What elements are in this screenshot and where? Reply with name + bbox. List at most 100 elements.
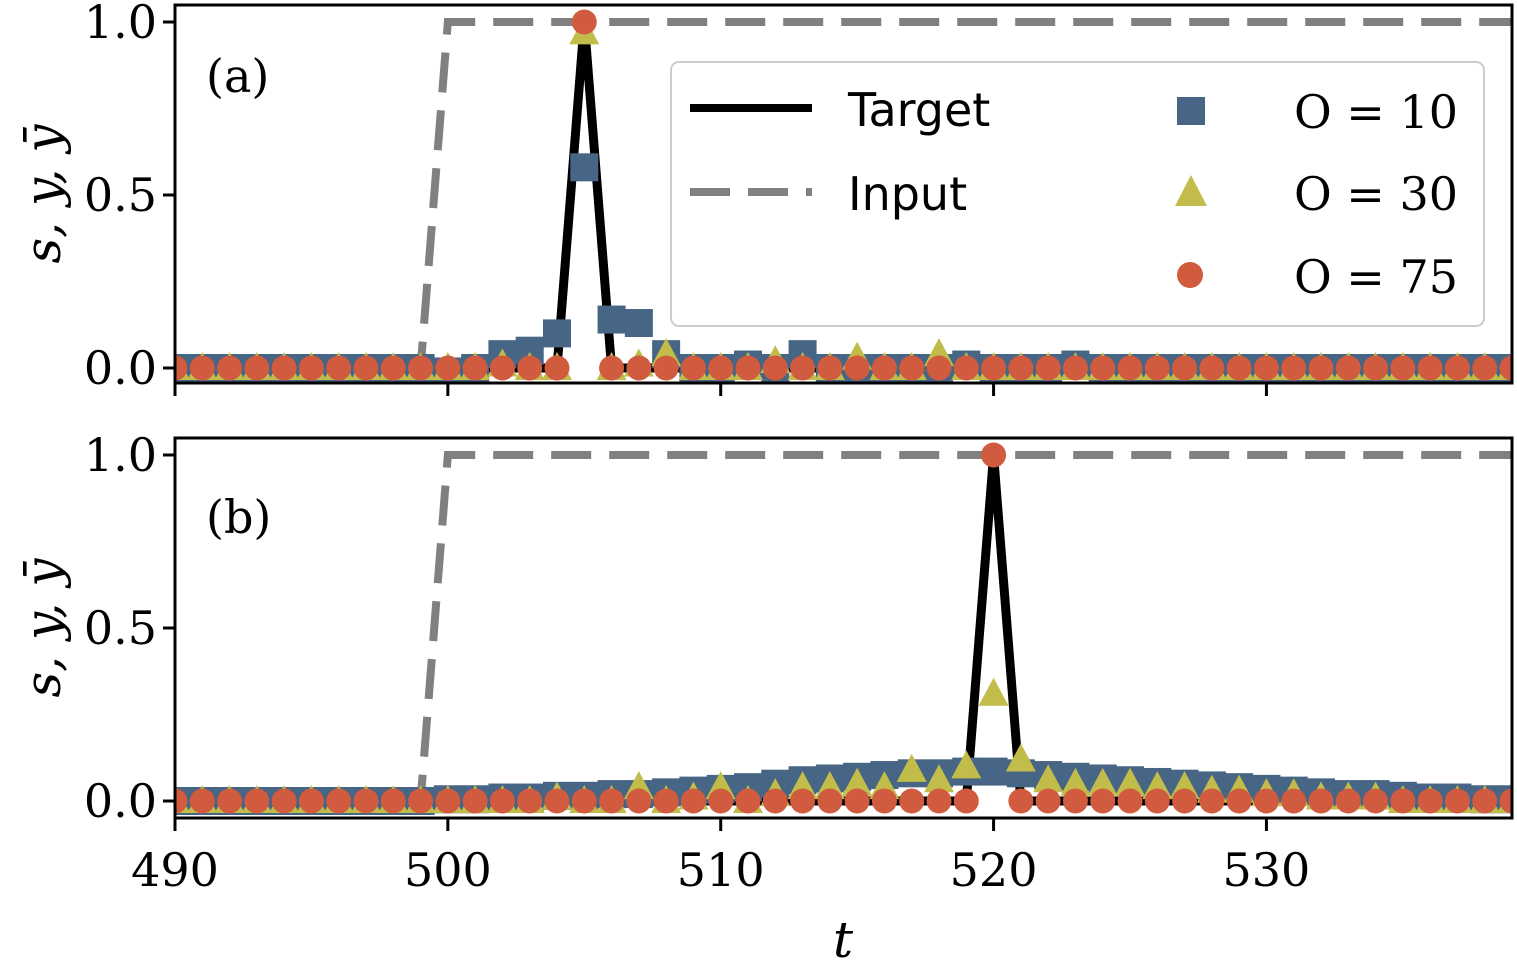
- o75-circle-marker: [462, 355, 488, 381]
- o30-triangle-marker: [978, 677, 1009, 706]
- o75-circle-marker: [735, 355, 761, 381]
- o75-circle-marker: [680, 355, 706, 381]
- o75-circle-marker: [1281, 788, 1307, 814]
- o75-circle-marker: [1199, 355, 1225, 381]
- o75-circle-marker: [953, 355, 979, 381]
- panel-b-frame: [173, 436, 1514, 820]
- o75-circle-marker: [762, 788, 788, 814]
- o30-triangle-marker: [924, 764, 954, 793]
- o10-square-marker: [624, 309, 653, 338]
- panel-b: 0.0 0.5 1.0 490 500 510 520 530 (b) s, y, ȳ t: [14, 428, 1514, 965]
- o75-circle-marker: [1117, 788, 1143, 814]
- series-group: [175, 9, 1512, 383]
- o75-circle-marker: [462, 788, 488, 814]
- o75-circle-marker: [1226, 355, 1252, 381]
- legend-o75-marker: [1177, 262, 1203, 288]
- o75-circle-marker: [489, 788, 515, 814]
- x-tick-label: 510: [677, 843, 765, 897]
- o10-square-marker: [543, 319, 571, 348]
- panel-b-y-axis-title: s, y, ȳ: [14, 558, 72, 698]
- o75-circle-marker: [175, 788, 188, 814]
- panel-a-x-ticks: [173, 383, 1268, 396]
- o75-circle-marker: [1199, 788, 1225, 814]
- y-tick-label: 1.0: [84, 428, 157, 482]
- o30-triangle-marker: [1060, 767, 1091, 796]
- o75-circle-marker: [626, 788, 652, 814]
- o30-triangle-marker: [842, 767, 873, 796]
- o75-circle-marker: [1090, 355, 1116, 381]
- legend-o10-label: O = 10: [1294, 85, 1458, 139]
- o75-circle-marker: [489, 355, 515, 381]
- o75-circle-marker: [1390, 788, 1416, 814]
- o75-circle-marker: [599, 355, 625, 381]
- o75-circle-marker: [1390, 355, 1416, 381]
- o75-circle-marker: [1363, 355, 1389, 381]
- o75-circle-marker: [189, 788, 215, 814]
- legend: Target Input O = 10 O = 30 O = 75: [670, 61, 1485, 327]
- o75-circle-marker: [571, 9, 597, 35]
- series-group: [175, 442, 1512, 815]
- o75-circle-marker: [189, 355, 215, 381]
- o75-circle-marker: [1144, 788, 1170, 814]
- o10-square-marker: [979, 757, 1008, 786]
- panel-a: 0.0 0.5 1.0 (a) s, y, ȳ Target Input O = 1…: [14, 0, 1514, 396]
- o75-circle-marker: [1308, 355, 1334, 381]
- o75-circle-marker: [844, 355, 870, 381]
- x-tick-label: 530: [1223, 843, 1311, 897]
- panel-b-plot-area: [175, 442, 1512, 815]
- o75-circle-marker: [1144, 355, 1170, 381]
- o75-circle-marker: [1062, 355, 1088, 381]
- o75-circle-marker: [1117, 355, 1143, 381]
- panel-a-y-ticks: 0.0 0.5 1.0: [84, 0, 175, 395]
- o75-circle-marker: [817, 788, 843, 814]
- o75-circle-marker: [817, 355, 843, 381]
- o75-circle-marker: [1172, 355, 1198, 381]
- o75-circle-marker: [298, 788, 324, 814]
- o75-circle-marker: [271, 355, 297, 381]
- o75-circle-marker: [1335, 788, 1361, 814]
- panel-a-label: (a): [206, 49, 269, 103]
- o75-circle-marker: [790, 355, 816, 381]
- o75-circle-marker: [1499, 355, 1512, 381]
- o75-circle-marker: [408, 355, 434, 381]
- o75-circle-marker: [708, 355, 734, 381]
- o75-circle-marker: [435, 355, 461, 381]
- o75-circle-marker: [1172, 788, 1198, 814]
- target-line: [175, 454, 1512, 806]
- o75-circle-marker: [1335, 355, 1361, 381]
- o75-circle-marker: [544, 355, 570, 381]
- o75-circle-marker: [899, 788, 925, 814]
- o75-circle-marker: [1363, 788, 1389, 814]
- panel-a-y-axis-title: s, y, ȳ: [14, 124, 72, 264]
- o75-circle-marker: [626, 355, 652, 381]
- o75-circle-marker: [953, 788, 979, 814]
- o75-circle-marker: [1308, 788, 1334, 814]
- input-line: [175, 451, 1512, 805]
- o75-circle-marker: [380, 788, 406, 814]
- o75-circle-marker: [1444, 355, 1470, 381]
- o75-circle-marker: [271, 788, 297, 814]
- o75-circle-marker: [871, 788, 897, 814]
- o75-circle-marker: [175, 355, 188, 381]
- o75-circle-marker: [353, 788, 379, 814]
- o75-circle-marker: [1499, 788, 1512, 814]
- o75-circle-marker: [326, 788, 352, 814]
- o75-circle-marker: [844, 788, 870, 814]
- legend-o30-marker: [1175, 175, 1207, 206]
- o75-circle-marker: [217, 788, 243, 814]
- o75-circle-marker: [544, 788, 570, 814]
- o75-circle-marker: [926, 355, 952, 381]
- o75-circle-marker: [435, 788, 461, 814]
- o75-circle-marker: [762, 355, 788, 381]
- o75-circle-marker: [981, 355, 1007, 381]
- y-tick-label: 0.0: [84, 341, 157, 395]
- o75-circle-marker: [1444, 788, 1470, 814]
- o75-circle-marker: [217, 355, 243, 381]
- o75-circle-marker: [1253, 788, 1279, 814]
- y-tick-label: 0.0: [84, 774, 157, 828]
- o75-circle-marker: [1472, 788, 1498, 814]
- o75-circle-marker: [1472, 355, 1498, 381]
- o75-circle-marker: [1035, 355, 1061, 381]
- o75-circle-marker: [1008, 355, 1034, 381]
